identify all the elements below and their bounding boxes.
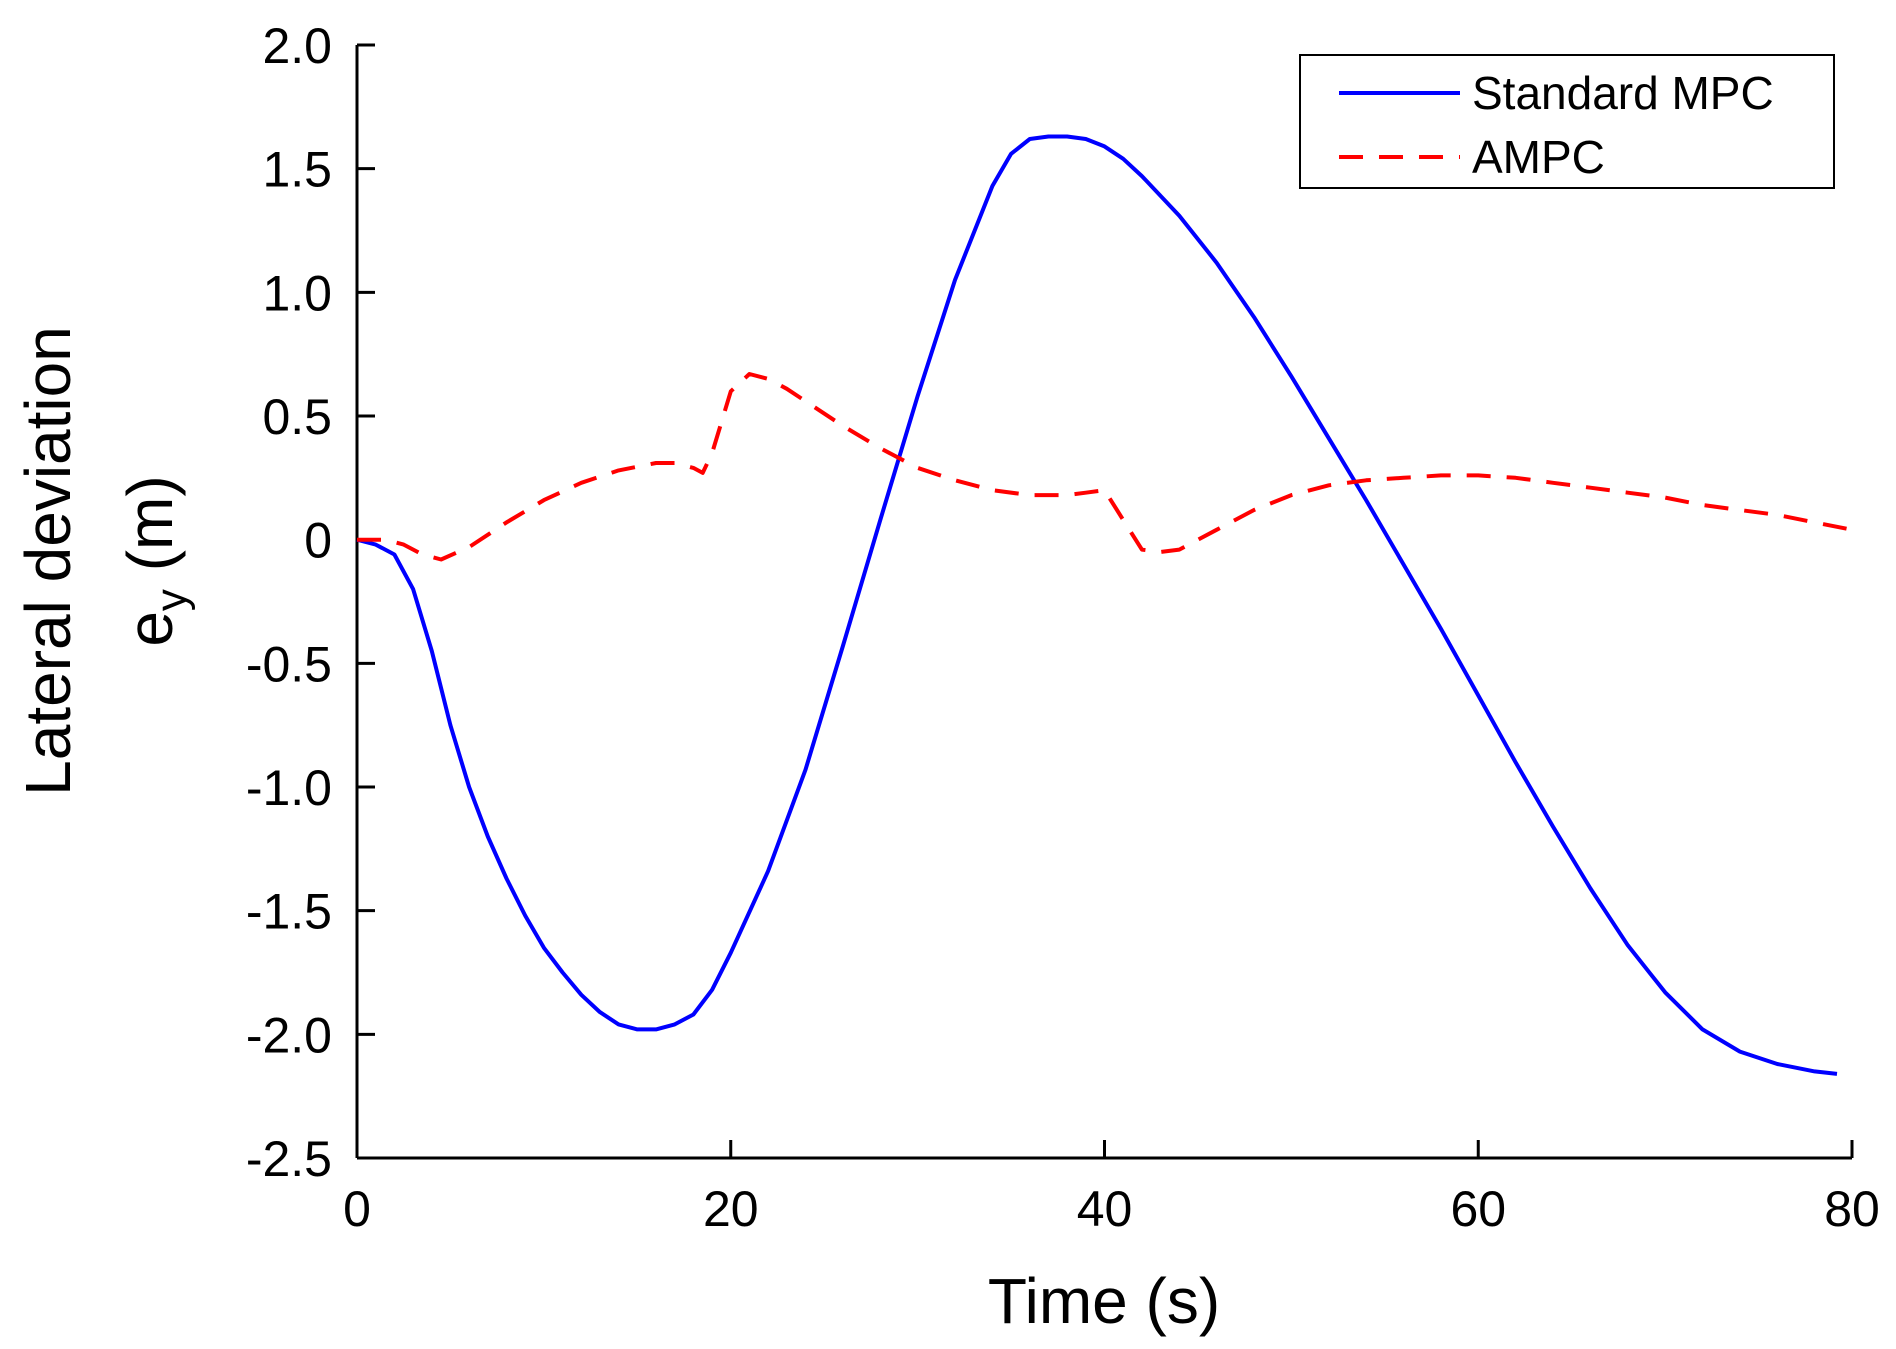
- x-axis-title: Time (s): [988, 1265, 1220, 1337]
- legend: Standard MPC AMPC: [1299, 54, 1835, 189]
- legend-label-ampc: AMPC: [1472, 131, 1605, 183]
- y-axis-subscript: y: [147, 589, 196, 611]
- y-tick-label: 2.0: [262, 18, 332, 74]
- y-tick-label: -2.5: [246, 1131, 332, 1187]
- series-line-standard-mpc: [356, 134, 1838, 1076]
- y-axis-symbol: e: [114, 611, 186, 647]
- y-tick-label: 1.5: [262, 142, 332, 198]
- y-axis-title-main: Lateral deviation: [12, 326, 84, 796]
- y-tick-label: 0: [304, 513, 332, 569]
- x-tick-label: 60: [1450, 1181, 1506, 1237]
- y-tick-label: 0.5: [262, 389, 332, 445]
- y-tick-label: -1.5: [246, 884, 332, 940]
- x-tick-label: 40: [1077, 1181, 1133, 1237]
- y-axis-ticks: 2.0 1.5 1.0 0.5 0 -0.5 -1.0 -1.5 -2.0 -2.5: [246, 18, 375, 1187]
- y-tick-label: -1.0: [246, 760, 332, 816]
- legend-box: [1299, 54, 1835, 189]
- x-axis-ticks: 0 20 40 60 80: [343, 1140, 1880, 1237]
- x-tick-label: 0: [343, 1181, 371, 1237]
- series-layer: [356, 134, 1853, 1076]
- y-axis-title-symbol: ey (m): [114, 475, 196, 646]
- x-tick-label: 80: [1824, 1181, 1880, 1237]
- y-axis-unit: (m): [114, 475, 186, 589]
- y-tick-label: -0.5: [246, 636, 332, 692]
- legend-label-standard-mpc: Standard MPC: [1472, 67, 1774, 119]
- x-tick-label: 20: [703, 1181, 759, 1237]
- y-tick-label: 1.0: [262, 265, 332, 321]
- y-tick-label: -2.0: [246, 1007, 332, 1063]
- series-line-ampc: [357, 372, 1853, 562]
